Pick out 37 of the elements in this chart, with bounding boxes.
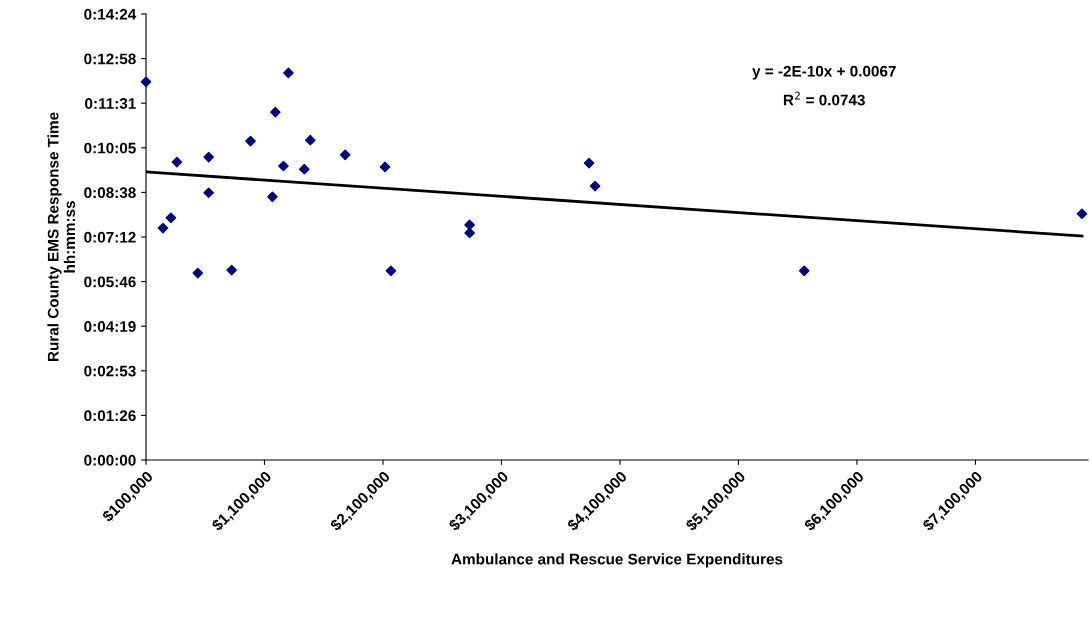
point [245, 135, 256, 147]
point [157, 222, 169, 234]
point [379, 161, 391, 173]
point [203, 187, 214, 199]
y-tick-label: 0:10:05 [84, 142, 136, 154]
point [270, 106, 281, 118]
y-tick-label: 0:02:53 [84, 365, 136, 377]
point [165, 212, 177, 224]
point [267, 191, 278, 203]
point [299, 163, 310, 175]
point [283, 67, 294, 79]
y-tick-label: 0:14:24 [84, 8, 137, 20]
y-tick-label: 0:07:12 [84, 231, 136, 243]
point [171, 156, 183, 168]
y-tick-label: 0:11:31 [85, 98, 136, 109]
y-tick-label: 0:00:00 [84, 454, 136, 466]
annotation: y = -2E-10x + 0.0067 [752, 65, 896, 80]
y-tick-label: 0:04:19 [84, 321, 136, 332]
y-tick-label: 0:05:46 [84, 276, 136, 288]
y-tick-label: 0:12:58 [84, 53, 136, 65]
y-tick-label: 0:08:38 [84, 187, 136, 199]
point [278, 160, 289, 172]
x-axis-title: Ambulance and Rescue Service Expenditures [451, 553, 783, 568]
point [339, 149, 351, 161]
point [589, 180, 601, 192]
point [798, 265, 810, 277]
point [226, 264, 237, 276]
point [583, 157, 595, 169]
y-axis-title: Rural County EMS Response Time hh:mm:ss [47, 112, 76, 362]
point [1076, 208, 1088, 220]
point [203, 151, 214, 163]
point [385, 265, 397, 277]
point [305, 134, 316, 146]
y-tick-label: 0:01:26 [84, 410, 136, 422]
annotation: R$^{2}$ = 0.0743 [783, 91, 865, 106]
point [192, 267, 204, 279]
point [140, 76, 152, 88]
